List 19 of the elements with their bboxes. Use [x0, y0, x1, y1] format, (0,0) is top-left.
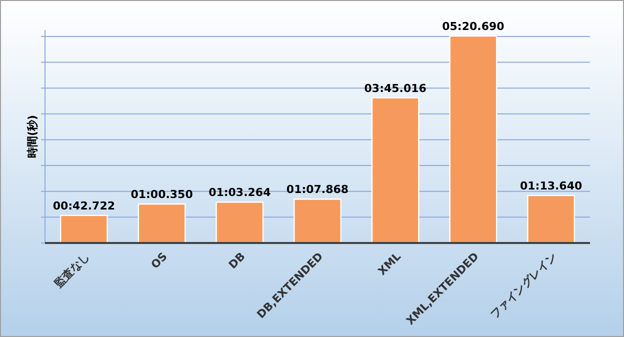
bar — [371, 97, 420, 244]
x-tick-label: DB — [226, 250, 248, 272]
data-label: 01:03.264 — [208, 186, 272, 200]
data-label: 03:45.016 — [364, 82, 427, 95]
y-axis-title: 時間(秒) — [26, 114, 39, 158]
x-tick-label: ファイングレイン — [488, 250, 560, 322]
data-label: 01:13.640 — [520, 179, 582, 192]
bar — [527, 194, 576, 244]
bar — [216, 202, 264, 244]
bar — [60, 214, 108, 244]
data-label: 00:42.722 — [52, 199, 116, 212]
x-tick-label: 監査なし — [52, 250, 92, 290]
x-tick-label: OS — [148, 250, 170, 272]
data-label: 05:20.690 — [442, 20, 505, 34]
data-label: 01:07.868 — [286, 183, 349, 196]
bar — [449, 35, 498, 244]
bar — [138, 203, 186, 244]
bar — [294, 198, 342, 244]
data-label: 01:00.350 — [130, 188, 194, 202]
